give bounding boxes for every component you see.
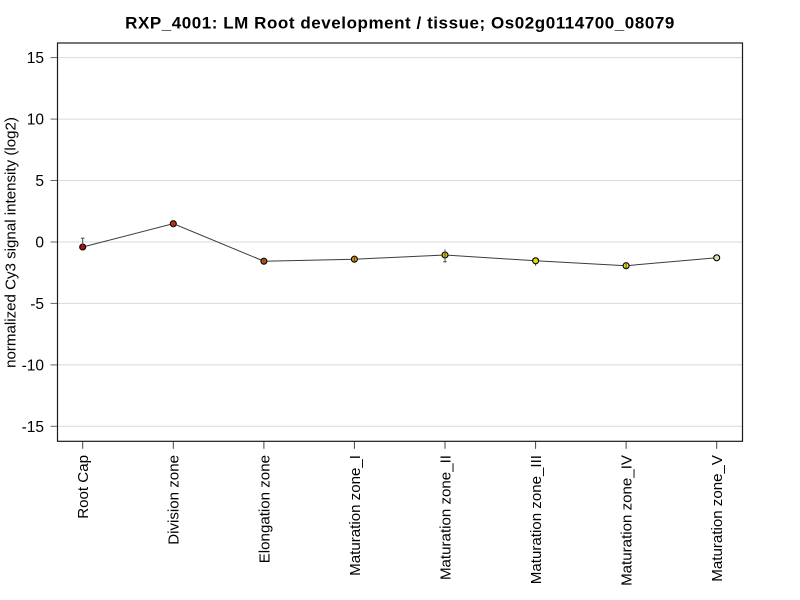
svg-text:-15: -15 [22, 419, 44, 436]
svg-text:-10: -10 [22, 358, 45, 375]
svg-text:-5: -5 [30, 296, 44, 313]
svg-text:Maturation zone_III: Maturation zone_III [528, 455, 545, 584]
svg-text:Maturation zone_II: Maturation zone_II [437, 455, 454, 580]
svg-text:15: 15 [27, 50, 44, 67]
svg-text:5: 5 [35, 173, 44, 190]
svg-text:Maturation zone_V: Maturation zone_V [709, 455, 726, 582]
svg-text:Maturation zone_IV: Maturation zone_IV [619, 455, 636, 586]
svg-text:normalized Cy3 signal intensit: normalized Cy3 signal intensity (log2) [3, 117, 20, 368]
svg-text:0: 0 [35, 235, 44, 252]
svg-text:Elongation zone: Elongation zone [256, 455, 273, 563]
svg-text:10: 10 [27, 112, 45, 129]
svg-text:Maturation zone_I: Maturation zone_I [347, 455, 364, 576]
svg-text:RXP_4001: LM Root development: RXP_4001: LM Root development / tissue; … [125, 14, 675, 33]
svg-text:Root Cap: Root Cap [75, 455, 92, 519]
svg-text:Division zone: Division zone [166, 455, 183, 545]
